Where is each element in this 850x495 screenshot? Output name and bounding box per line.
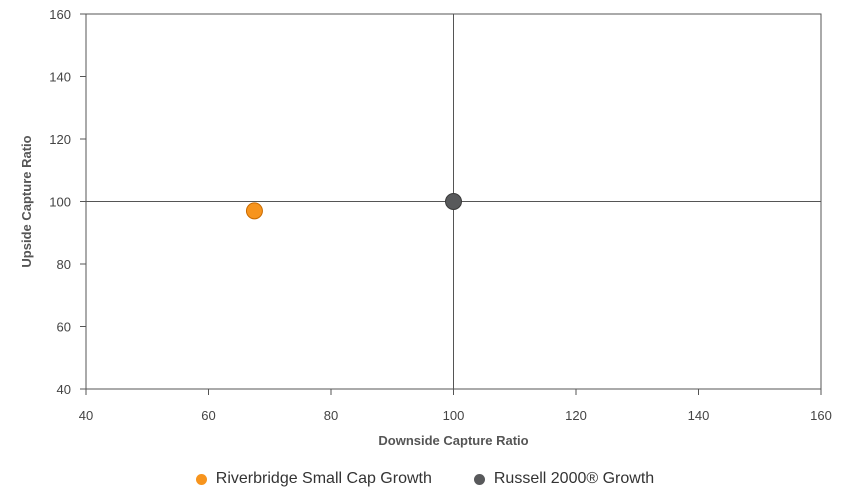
x-tick-label: 140 [688,408,710,423]
x-tick-label: 40 [79,408,93,423]
x-tick-label: 60 [201,408,215,423]
y-tick-label: 60 [57,320,71,335]
x-axis: 40 60 80 100 120 140 160 [79,389,832,423]
x-tick-label: 120 [565,408,587,423]
x-tick-label: 100 [443,408,465,423]
y-axis: 40 60 80 100 120 140 160 [49,7,86,397]
legend: Riverbridge Small Cap Growth Russell 200… [0,470,850,488]
legend-marker-riverbridge [195,473,207,485]
legend-marker-russell [473,473,485,485]
legend-item-riverbridge: Riverbridge Small Cap Growth [195,470,432,488]
data-point-series-0 [245,202,263,220]
y-tick-label: 120 [49,132,71,147]
legend-label-russell: Russell 2000® Growth [493,470,655,487]
y-tick-label: 80 [57,257,71,272]
data-point-series-1 [445,193,462,210]
y-tick-label: 140 [49,70,71,85]
x-tick-label: 160 [810,408,832,423]
y-axis-title: Upside Capture Ratio [19,135,34,267]
x-axis-title: Downside Capture Ratio [378,433,528,448]
y-tick-label: 100 [49,195,71,210]
y-tick-label: 160 [49,7,71,22]
data-points [245,193,462,220]
y-tick-label: 40 [57,382,71,397]
x-tick-label: 80 [324,408,338,423]
legend-item-russell: Russell 2000® Growth [473,470,655,488]
legend-label-riverbridge: Riverbridge Small Cap Growth [215,470,432,487]
